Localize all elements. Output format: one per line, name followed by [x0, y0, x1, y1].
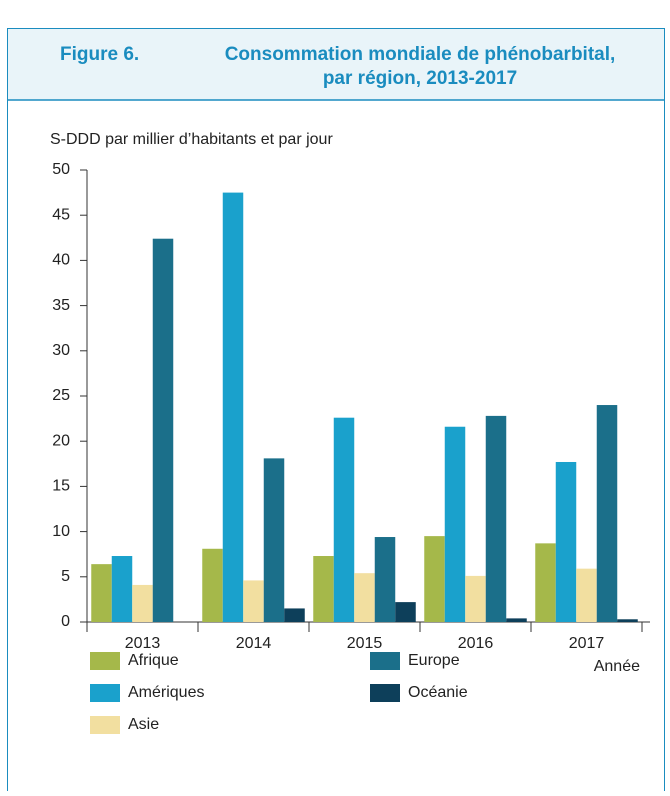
x-axis-label: Année: [594, 658, 640, 675]
bar: [313, 556, 334, 622]
x-tick-label: 2015: [347, 635, 383, 652]
figure-label: Figure 6.: [60, 44, 139, 65]
bar: [333, 417, 355, 622]
legend-swatch: [90, 684, 120, 702]
x-tick-label: 2016: [458, 635, 494, 652]
chart-title: par région, 2013-2017: [323, 68, 517, 89]
bar: [111, 556, 133, 622]
legend-label: Océanie: [408, 684, 468, 701]
y-tick-label: 45: [52, 206, 70, 223]
bar: [243, 580, 264, 622]
legend-label: Amériques: [128, 684, 204, 701]
bar: [395, 602, 416, 622]
legend-swatch: [370, 684, 400, 702]
x-tick-label: 2014: [236, 635, 272, 652]
legend-swatch: [370, 652, 400, 670]
bar: [91, 564, 112, 622]
y-axis-label: S-DDD par millier d’habitants et par jou…: [50, 131, 333, 148]
bar: [284, 608, 305, 622]
y-tick-label: 40: [52, 252, 70, 269]
bar: [354, 573, 375, 622]
bar: [535, 543, 556, 622]
legend-label: Asie: [128, 716, 159, 733]
y-tick-label: 0: [61, 613, 70, 630]
bar: [263, 458, 285, 622]
y-tick-label: 35: [52, 297, 70, 314]
y-tick-label: 10: [52, 523, 70, 540]
y-tick-label: 25: [52, 387, 70, 404]
bar: [444, 426, 466, 622]
legend-swatch: [90, 652, 120, 670]
y-tick-label: 15: [52, 478, 70, 495]
y-tick-label: 50: [52, 161, 70, 178]
legend-label: Afrique: [128, 652, 179, 669]
y-tick-label: 20: [52, 432, 70, 449]
bar: [465, 575, 486, 622]
bar: [222, 192, 244, 622]
bar: [132, 584, 153, 622]
x-tick-label: 2017: [569, 635, 605, 652]
y-tick-label: 5: [61, 568, 70, 585]
bar: [576, 568, 597, 622]
bar: [617, 619, 638, 622]
y-tick-label: 30: [52, 342, 70, 359]
legend-swatch: [90, 716, 120, 734]
bar: [555, 461, 577, 622]
bar: [596, 405, 618, 622]
bar: [485, 415, 507, 622]
bar: [374, 537, 396, 622]
bar: [424, 536, 445, 622]
bar: [202, 548, 223, 622]
x-tick-label: 2013: [125, 635, 161, 652]
title-band: [8, 29, 664, 100]
bar: [506, 618, 527, 622]
legend-label: Europe: [408, 652, 460, 669]
bar: [152, 238, 174, 623]
chart-title: Consommation mondiale de phénobarbital,: [225, 44, 616, 65]
frame: [7, 28, 665, 796]
